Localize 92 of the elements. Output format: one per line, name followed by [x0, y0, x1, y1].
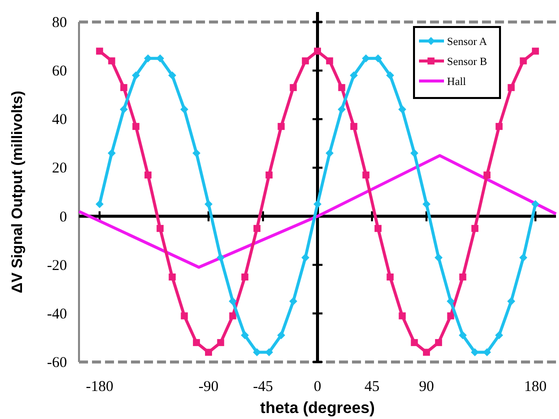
point — [192, 149, 200, 158]
legend-label: Sensor A — [447, 36, 488, 48]
point — [266, 172, 273, 178]
point — [459, 274, 466, 280]
point — [278, 122, 285, 130]
point — [302, 57, 309, 64]
point — [398, 312, 406, 320]
point — [410, 339, 418, 346]
point — [508, 84, 515, 92]
y-tick-label: -40 — [47, 306, 67, 322]
point — [350, 122, 358, 130]
point — [120, 105, 128, 114]
y-tick-label: 80 — [52, 15, 67, 31]
point — [386, 274, 394, 280]
point — [483, 172, 490, 178]
point — [108, 149, 116, 158]
x-tick-label: 0 — [314, 379, 322, 395]
point — [96, 200, 104, 208]
point — [338, 84, 346, 92]
point — [326, 149, 334, 158]
point — [156, 54, 164, 62]
point — [168, 71, 176, 80]
y-tick-label: 60 — [52, 64, 67, 80]
point — [240, 331, 249, 340]
point — [350, 71, 358, 80]
legend-label: Hall — [447, 76, 466, 88]
point — [422, 200, 430, 208]
point — [132, 71, 140, 80]
x-tick-label: -180 — [86, 379, 114, 395]
point — [410, 149, 418, 158]
point — [338, 105, 346, 114]
point — [519, 254, 528, 262]
point — [314, 200, 322, 208]
x-tick-label: -90 — [198, 379, 219, 395]
point — [314, 48, 321, 55]
point — [228, 297, 237, 306]
point — [531, 200, 540, 208]
y-axis-title: ΔV Signal Output (millivolts) — [9, 90, 26, 294]
point — [277, 331, 286, 340]
point — [229, 312, 236, 320]
point — [362, 172, 370, 178]
point — [471, 224, 478, 232]
point — [205, 348, 212, 356]
point — [241, 274, 248, 280]
point — [180, 105, 188, 114]
point — [289, 297, 298, 306]
point — [180, 312, 188, 320]
point — [447, 312, 454, 320]
point — [216, 254, 225, 262]
point — [252, 348, 261, 356]
point — [265, 348, 274, 356]
point — [422, 348, 430, 356]
point — [108, 57, 116, 64]
point — [458, 331, 467, 340]
point — [507, 297, 516, 306]
point — [217, 339, 224, 346]
x-tick-label: 90 — [418, 379, 434, 395]
point — [156, 224, 164, 232]
point — [532, 48, 539, 55]
point — [253, 224, 260, 232]
point — [168, 274, 176, 280]
point — [495, 331, 504, 340]
y-tick-label: 40 — [52, 112, 67, 128]
point — [204, 200, 213, 208]
point — [435, 339, 442, 346]
point — [192, 339, 200, 346]
point — [386, 71, 394, 80]
point — [520, 57, 527, 64]
line-series — [78, 154, 558, 269]
y-tick-label: -60 — [47, 355, 67, 371]
point — [374, 54, 382, 62]
x-tick-label: -45 — [253, 379, 274, 395]
x-axis-title: theta (degrees) — [260, 400, 375, 417]
point — [326, 57, 334, 64]
point — [120, 84, 128, 92]
y-tick-label: 20 — [52, 160, 67, 177]
point — [434, 254, 443, 262]
point — [290, 84, 297, 92]
point — [446, 297, 455, 306]
point — [496, 122, 503, 130]
point — [362, 54, 370, 62]
x-tick-label: 180 — [524, 379, 547, 395]
legend-label: Sensor B — [447, 56, 488, 68]
point — [398, 105, 406, 114]
point — [132, 122, 140, 130]
point — [301, 254, 310, 262]
point — [144, 172, 152, 178]
point — [96, 48, 104, 55]
y-tick-label: -20 — [47, 258, 67, 274]
y-tick-label: 0 — [60, 209, 67, 226]
x-tick-label: 45 — [364, 379, 380, 395]
point — [374, 224, 382, 232]
